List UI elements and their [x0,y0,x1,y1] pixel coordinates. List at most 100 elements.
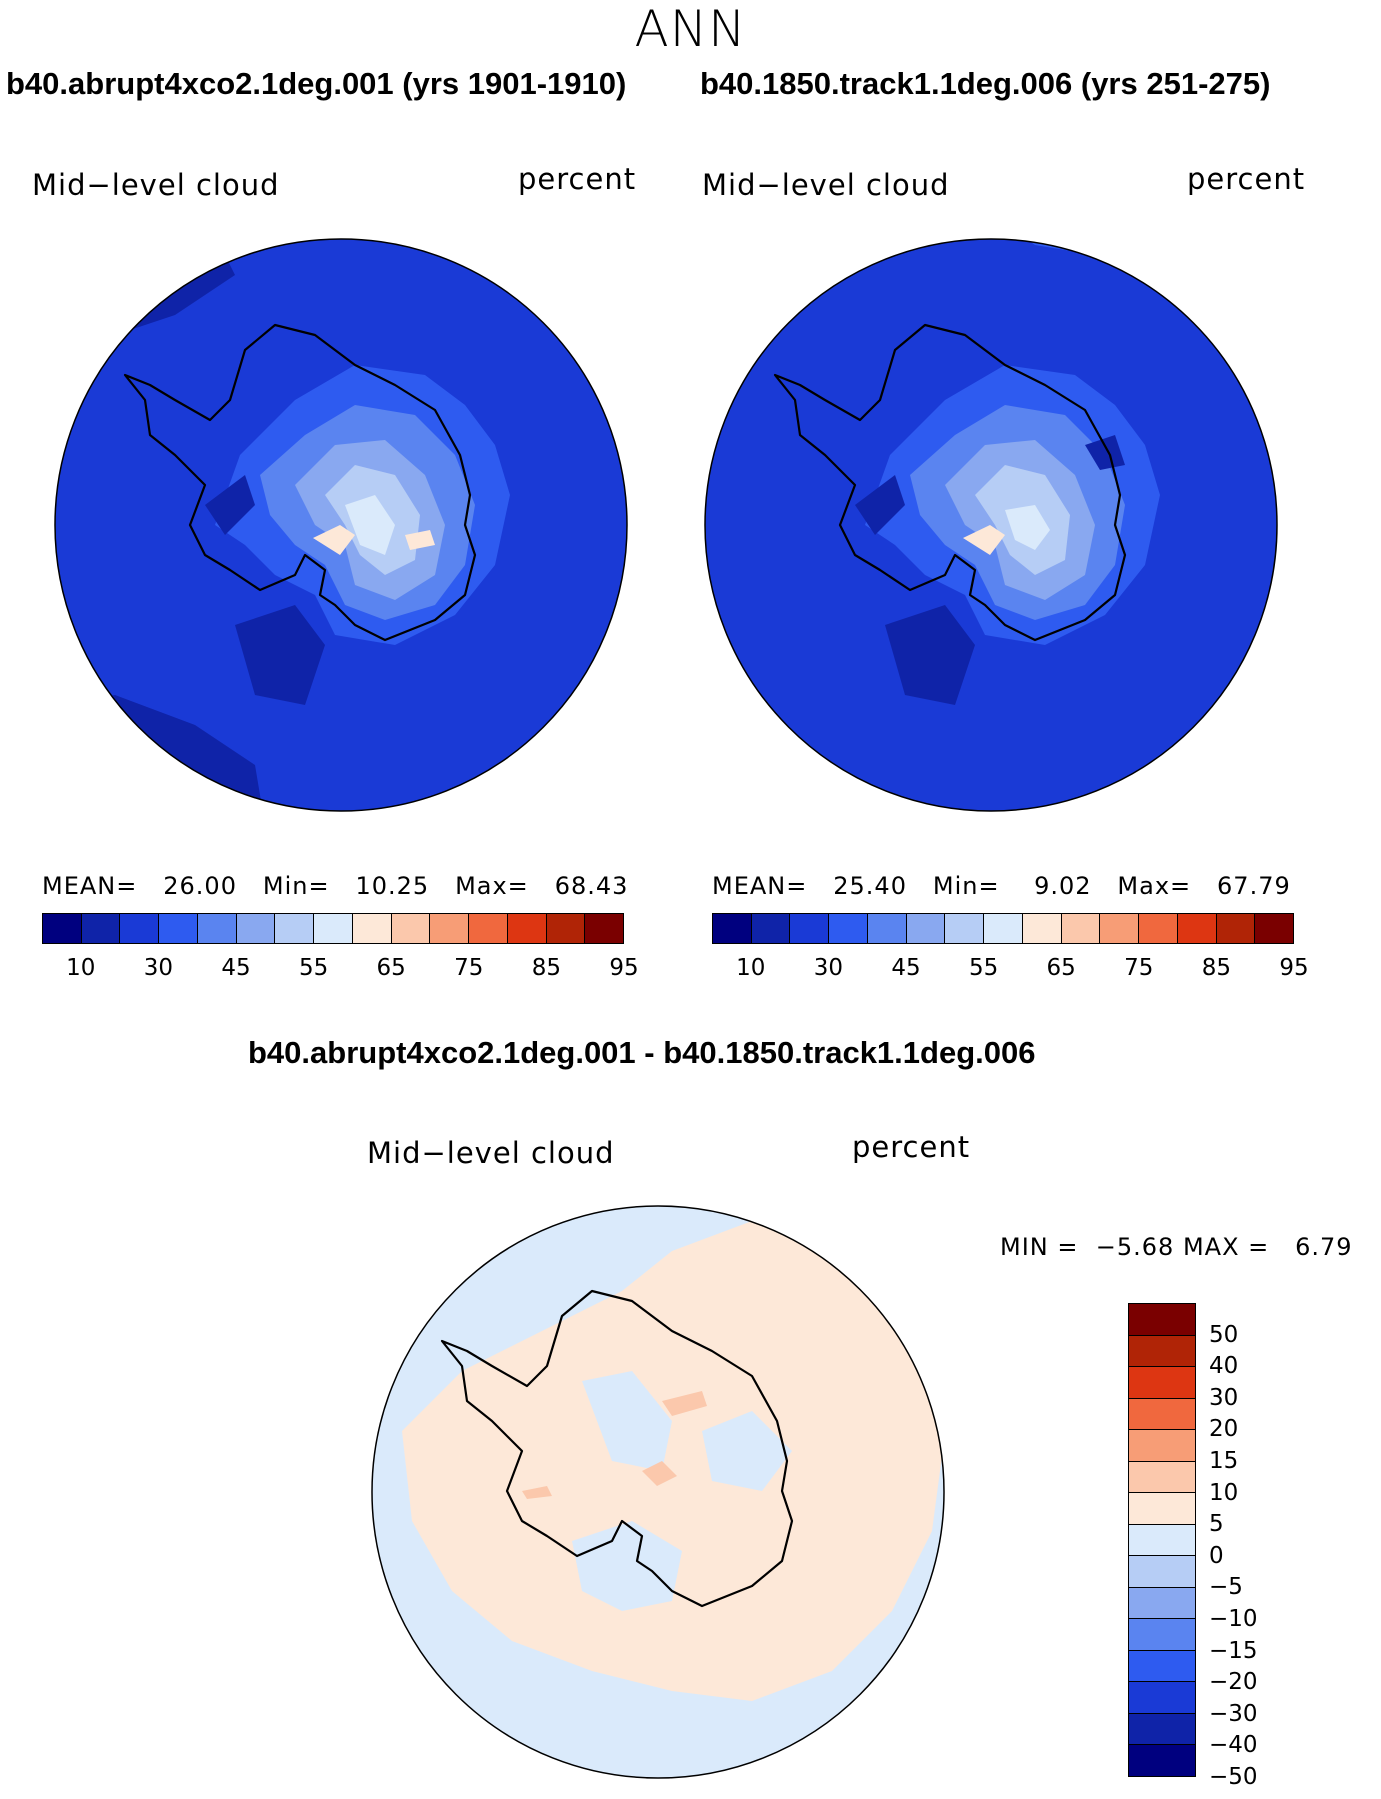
colorbar-swatch [1129,1493,1195,1525]
colorbar-level-label: 50 [1209,1321,1239,1348]
colorbar-swatch [790,914,830,943]
colorbar-level-label: −5 [1209,1574,1243,1601]
panel2-min-value: 9.02 [1034,872,1092,900]
panel1-max-value: 68.43 [554,872,629,900]
colorbar-swatch [430,914,470,943]
panel1-polar-map [54,238,628,812]
colorbar-level-label: −50 [1209,1764,1258,1790]
colorbar-tick-label: 10 [66,955,96,981]
colorbar-tick-label: 85 [1201,955,1232,981]
colorbar-swatch [120,914,160,943]
colorbar-level-label: 5 [1209,1511,1224,1538]
colorbar-swatch [507,914,547,943]
panel1-colorbar [42,913,624,944]
colorbar-swatch [713,914,752,943]
colorbar-level-label: −10 [1209,1606,1258,1632]
colorbar-swatch [751,914,791,943]
colorbar-swatch [1022,914,1062,943]
panel2-variable-label: Mid−level cloud [702,168,950,202]
panel1-units-label: percent [518,162,637,196]
colorbar-swatch [236,914,276,943]
colorbar-swatch [1129,1587,1195,1620]
diff-max-label: MAX = [1182,1233,1270,1261]
colorbar-swatch [945,914,985,943]
colorbar-swatch [867,914,907,943]
colorbar-tick-label: 75 [454,955,484,981]
colorbar-level-label: 10 [1209,1479,1239,1506]
colorbar-level-label: −30 [1209,1700,1258,1727]
panel2-max-value: 67.79 [1217,872,1291,900]
main-title: ANN [634,0,747,58]
colorbar-swatch [352,914,392,943]
diff-variable-label: Mid−level cloud [367,1136,615,1170]
panel2-units-label: percent [1187,162,1306,196]
panel1-mean-value: 26.00 [163,872,237,900]
panel1-max-label: Max= [455,872,529,900]
colorbar-swatch [1129,1713,1195,1746]
colorbar-tick-label: 30 [143,955,174,981]
colorbar-swatch [1129,1556,1195,1588]
colorbar-swatch [275,914,315,943]
panel2-colorbar [712,913,1294,944]
colorbar-level-label: 20 [1209,1416,1239,1443]
colorbar-swatch [1129,1367,1195,1399]
panel1-min-value: 10.25 [355,872,430,900]
colorbar-swatch [81,914,121,943]
diff-min-label: MIN = [1000,1233,1079,1261]
colorbar-tick-label: 65 [1046,955,1076,981]
colorbar-level-label: −15 [1209,1637,1258,1664]
colorbar-level-label: 40 [1209,1353,1239,1380]
panel2-mean-label: MEAN= [712,872,808,900]
colorbar-swatch [1129,1745,1195,1776]
diff-max-value: 6.79 [1295,1233,1353,1261]
colorbar-swatch [984,914,1023,943]
panel2-max-label: Max= [1117,872,1192,900]
colorbar-swatch [585,914,624,943]
colorbar-swatch [159,914,198,943]
colorbar-swatch [1139,914,1178,943]
colorbar-tick-label: 45 [891,955,921,981]
colorbar-swatch [1216,914,1256,943]
colorbar-level-label: −40 [1209,1732,1258,1759]
colorbar-swatch [1129,1335,1195,1368]
colorbar-swatch [314,914,353,943]
colorbar-swatch [1177,914,1217,943]
colorbar-tick-label: 45 [221,955,251,981]
colorbar-swatch [43,914,82,943]
panel1-mean-label: MEAN= [42,872,138,900]
colorbar-swatch [1255,914,1294,943]
colorbar-swatch [1061,914,1101,943]
colorbar-level-label: 30 [1209,1384,1239,1411]
colorbar-swatch [1129,1304,1195,1336]
panel1-case-title: b40.abrupt4xco2.1deg.001 (yrs 1901-1910) [6,66,627,101]
diff-min-value: −5.68 [1095,1233,1175,1261]
diff-title: b40.abrupt4xco2.1deg.001 - b40.1850.trac… [248,1035,1036,1070]
panel2-min-label: Min= [932,872,1000,900]
colorbar-swatch [1129,1650,1195,1683]
colorbar-tick-label: 10 [736,955,766,981]
colorbar-swatch [1129,1461,1195,1494]
colorbar-tick-label: 95 [609,955,639,981]
colorbar-tick-label: 65 [376,955,406,981]
diff-colorbar [1128,1303,1196,1777]
colorbar-swatch [1129,1682,1195,1714]
panel1-variable-label: Mid−level cloud [32,168,280,202]
colorbar-level-label: 0 [1209,1542,1224,1569]
colorbar-tick-label: 95 [1279,955,1309,981]
colorbar-tick-label: 55 [298,955,329,981]
colorbar-tick-label: 55 [968,955,999,981]
colorbar-swatch [1100,914,1140,943]
colorbar-tick-label: 85 [531,955,562,981]
diff-units-label: percent [852,1130,971,1164]
panel2-case-title: b40.1850.track1.1deg.006 (yrs 251-275) [700,66,1271,101]
colorbar-swatch [469,914,508,943]
colorbar-level-label: 15 [1209,1448,1239,1474]
colorbar-swatch [1129,1524,1195,1557]
panel1-min-label: Min= [262,872,330,900]
colorbar-swatch [829,914,868,943]
colorbar-level-label: −20 [1209,1669,1258,1696]
diff-polar-map [371,1205,945,1779]
colorbar-swatch [391,914,431,943]
colorbar-swatch [197,914,237,943]
panel1-stats: MEAN= 26.00 Min= 10.25 Max= 68.43 [42,872,628,900]
